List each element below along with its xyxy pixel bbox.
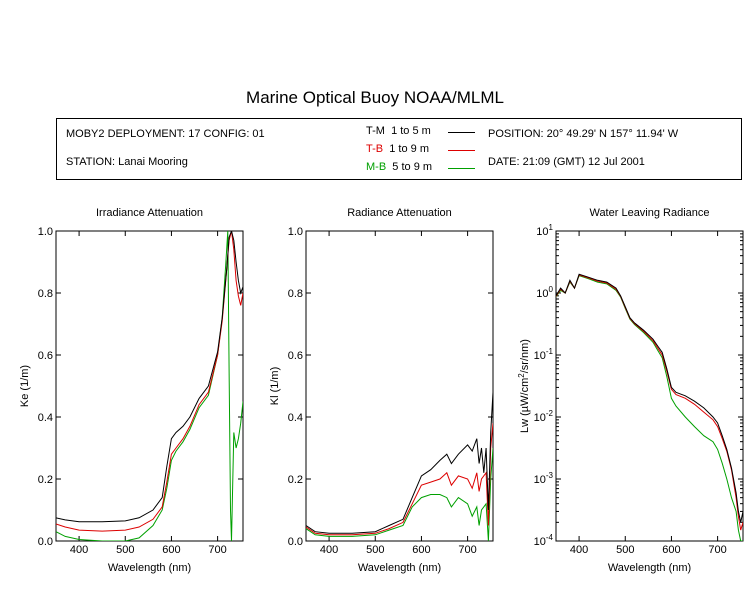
x-tick-label: 600 [412, 544, 430, 556]
legend-code: M-B [366, 161, 387, 173]
series-line-t-b [306, 423, 493, 536]
y-tick-label: 10-3 [534, 471, 554, 486]
legend-item-tb: T-B 1 to 9 m [366, 143, 429, 155]
y-tick-label: 0.2 [288, 474, 303, 486]
position-text: POSITION: 20° 49.29' N 157° 11.94' W [488, 128, 679, 140]
x-tick-label: 400 [320, 544, 338, 556]
legend-line-tm [448, 132, 475, 133]
x-tick-label: 400 [70, 544, 88, 556]
x-tick-label: 500 [366, 544, 384, 556]
deployment-text: MOBY2 DEPLOYMENT: 17 CONFIG: 01 [66, 128, 265, 140]
legend-code: T-B [366, 143, 384, 155]
page-title: Marine Optical Buoy NOAA/MLML [246, 88, 504, 107]
x-tick-label: 400 [570, 544, 588, 556]
y-tick-label: 101 [536, 223, 553, 238]
y-tick-label: 0.4 [38, 412, 53, 424]
x-tick-label: 500 [116, 544, 134, 556]
legend-line-mb [448, 168, 475, 169]
x-tick-label: 500 [616, 544, 634, 556]
x-tick-label: 700 [708, 544, 726, 556]
plot-frame [555, 230, 744, 542]
y-tick-label: 0.6 [38, 350, 53, 362]
y-tick-label: 10-1 [534, 347, 554, 362]
x-axis-label: Wavelength (nm) [108, 562, 191, 574]
y-tick-label: 1.0 [288, 226, 303, 238]
chart-title: Water Leaving Radiance [589, 207, 709, 219]
x-tick-label: 600 [162, 544, 180, 556]
legend-line-tb [448, 150, 475, 151]
x-tick-label: 700 [458, 544, 476, 556]
y-tick-label: 1.0 [38, 226, 53, 238]
x-tick-label: 700 [208, 544, 226, 556]
y-tick-label: 0.0 [38, 536, 53, 548]
legend-item-tm: T-M 1 to 5 m [366, 125, 431, 137]
x-tick-label: 600 [662, 544, 680, 556]
y-tick-label: 0.6 [288, 350, 303, 362]
station-text: STATION: Lanai Mooring [66, 156, 188, 168]
y-tick-label: 0.8 [38, 288, 53, 300]
legend-item-mb: M-B 5 to 9 m [366, 161, 432, 173]
series-line-m-b [56, 231, 243, 541]
y-tick-label: 0.0 [288, 536, 303, 548]
legend-range: 1 to 9 m [389, 143, 429, 155]
info-panel: MOBY2 DEPLOYMENT: 17 CONFIG: 01 STATION:… [56, 118, 742, 180]
legend-code: T-M [366, 125, 385, 137]
chart-title: Irradiance Attenuation [96, 207, 203, 219]
plot-frame [305, 230, 494, 542]
y-tick-label: 10-2 [534, 409, 554, 424]
series-line-t-m [306, 392, 493, 534]
legend-range: 5 to 9 m [392, 161, 433, 173]
series-line-m-b [556, 275, 743, 541]
plot-frame [55, 230, 244, 542]
y-tick-label: 0.4 [288, 412, 303, 424]
y-axis-label: Ke (1/m) [19, 365, 31, 407]
series-line-t-b [56, 231, 243, 532]
x-axis-label: Wavelength (nm) [608, 562, 691, 574]
x-axis-label: Wavelength (nm) [358, 562, 441, 574]
y-tick-label: 10-4 [534, 533, 554, 548]
legend-range: 1 to 5 m [391, 125, 431, 137]
y-tick-label: 100 [536, 285, 553, 300]
y-axis-label: Lw (µW/cm2/sr/nm) [517, 339, 531, 433]
series-line-t-m [556, 273, 743, 523]
y-tick-label: 0.2 [38, 474, 53, 486]
series-line-m-b [306, 447, 493, 541]
series-line-t-b [556, 274, 743, 531]
series-line-t-m [56, 231, 243, 523]
chart-title: Radiance Attenuation [347, 207, 452, 219]
y-axis-label: Kl (1/m) [269, 367, 281, 406]
y-tick-label: 0.8 [288, 288, 303, 300]
date-text: DATE: 21:09 (GMT) 12 Jul 2001 [488, 156, 645, 168]
